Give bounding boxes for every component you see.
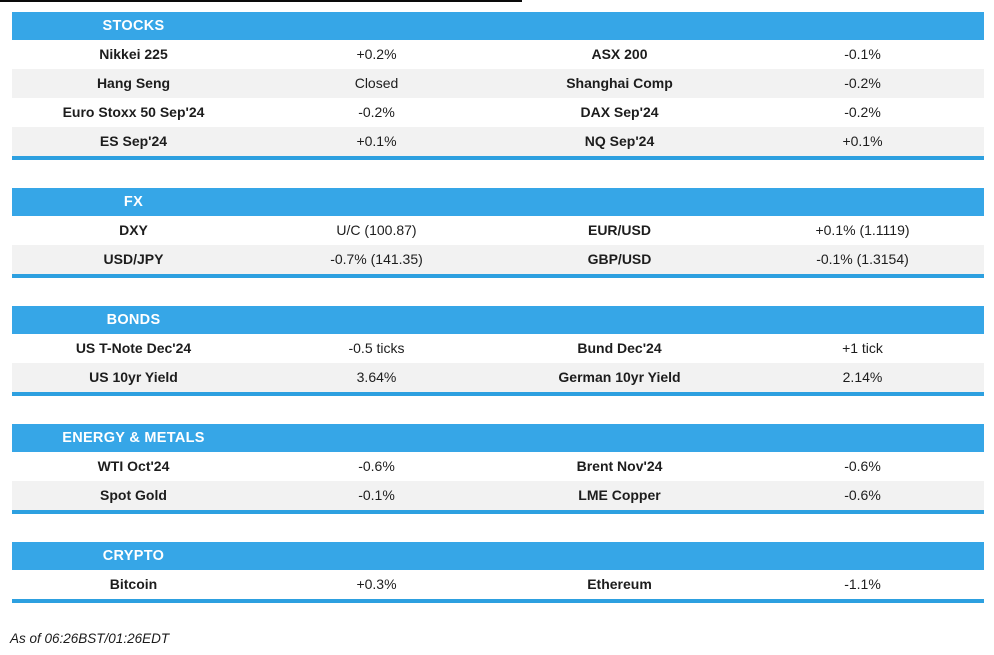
section-header-fx: FX (12, 188, 984, 216)
instrument-value: -1.1% (844, 576, 881, 592)
table-row: Nikkei 225 +0.2% ASX 200 -0.1% (12, 40, 984, 69)
instrument-value: 3.64% (356, 369, 397, 385)
instrument-value: +0.1% (1.1119) (815, 222, 910, 238)
instrument-name: NQ Sep'24 (584, 133, 655, 149)
instrument-value: -0.6% (844, 487, 881, 503)
instrument-value: 2.14% (842, 369, 883, 385)
section-fx: FX DXY U/C (100.87) EUR/USD +0.1% (1.111… (12, 188, 984, 278)
instrument-name: GBP/USD (587, 251, 652, 267)
instrument-name: EUR/USD (587, 222, 651, 238)
instrument-value: -0.6% (844, 458, 881, 474)
section-header-energy-metals: ENERGY & METALS (12, 424, 984, 452)
instrument-name: Bitcoin (109, 576, 158, 592)
section-header-crypto: CRYPTO (12, 542, 984, 570)
instrument-value: +0.1% (356, 133, 397, 149)
table-row: Spot Gold -0.1% LME Copper -0.6% (12, 481, 984, 510)
instrument-name: DXY (119, 222, 148, 238)
instrument-name: Ethereum (587, 576, 652, 592)
instrument-value: U/C (100.87) (336, 222, 417, 238)
top-edge-line (0, 0, 522, 2)
section-energy-metals: ENERGY & METALS WTI Oct'24 -0.6% Brent N… (12, 424, 984, 514)
section-title: STOCKS (102, 18, 165, 34)
instrument-name: ES Sep'24 (99, 133, 168, 149)
table-row: ES Sep'24 +0.1% NQ Sep'24 +0.1% (12, 127, 984, 156)
instrument-value: -0.7% (141.35) (330, 251, 423, 267)
instrument-name: German 10yr Yield (558, 369, 681, 385)
section-title: ENERGY & METALS (62, 430, 205, 446)
table-row: US 10yr Yield 3.64% German 10yr Yield 2.… (12, 363, 984, 392)
section-header-stocks: STOCKS (12, 12, 984, 40)
table-row: WTI Oct'24 -0.6% Brent Nov'24 -0.6% (12, 452, 984, 481)
instrument-name: WTI Oct'24 (97, 458, 170, 474)
instrument-value: +1 tick (842, 340, 883, 356)
section-bonds: BONDS US T-Note Dec'24 -0.5 ticks Bund D… (12, 306, 984, 396)
instrument-value: -0.5 ticks (348, 340, 405, 356)
instrument-value: -0.2% (844, 75, 881, 91)
table-row: Euro Stoxx 50 Sep'24 -0.2% DAX Sep'24 -0… (12, 98, 984, 127)
instrument-name: USD/JPY (103, 251, 164, 267)
instrument-value: -0.2% (358, 104, 395, 120)
instrument-value: -0.6% (358, 458, 395, 474)
instrument-value: +0.3% (356, 576, 397, 592)
instrument-value: -0.1% (1.3154) (816, 251, 909, 267)
timestamp-note: As of 06:26BST/01:26EDT (10, 631, 170, 646)
table-row: Hang Seng Closed Shanghai Comp -0.2% (12, 69, 984, 98)
table-row: DXY U/C (100.87) EUR/USD +0.1% (1.1119) (12, 216, 984, 245)
instrument-name: Spot Gold (100, 487, 167, 503)
section-stocks: STOCKS Nikkei 225 +0.2% ASX 200 -0.1% Ha… (12, 12, 984, 160)
instrument-value: -0.1% (358, 487, 395, 503)
instrument-name: Hang Seng (96, 75, 171, 91)
instrument-name: DAX Sep'24 (580, 104, 659, 120)
instrument-name: Bund Dec'24 (577, 340, 662, 356)
instrument-name: US 10yr Yield (89, 369, 178, 385)
instrument-value: -0.2% (844, 104, 881, 120)
instrument-value: +0.1% (842, 133, 883, 149)
instrument-name: ASX 200 (591, 46, 648, 62)
instrument-name: Euro Stoxx 50 Sep'24 (62, 104, 205, 120)
section-header-bonds: BONDS (12, 306, 984, 334)
instrument-name: US T-Note Dec'24 (75, 340, 192, 356)
instrument-name: Shanghai Comp (566, 75, 673, 91)
section-title: FX (123, 194, 144, 210)
section-crypto: CRYPTO Bitcoin +0.3% Ethereum -1.1% (12, 542, 984, 603)
table-row: US T-Note Dec'24 -0.5 ticks Bund Dec'24 … (12, 334, 984, 363)
table-row: USD/JPY -0.7% (141.35) GBP/USD -0.1% (1.… (12, 245, 984, 274)
instrument-value: -0.1% (844, 46, 881, 62)
instrument-value: Closed (354, 75, 399, 91)
instrument-value: +0.2% (356, 46, 397, 62)
section-title: BONDS (106, 312, 161, 328)
table-row: Bitcoin +0.3% Ethereum -1.1% (12, 570, 984, 599)
instrument-name: LME Copper (578, 487, 661, 503)
section-title: CRYPTO (102, 548, 165, 564)
instrument-name: Nikkei 225 (99, 46, 168, 62)
instrument-name: Brent Nov'24 (576, 458, 663, 474)
